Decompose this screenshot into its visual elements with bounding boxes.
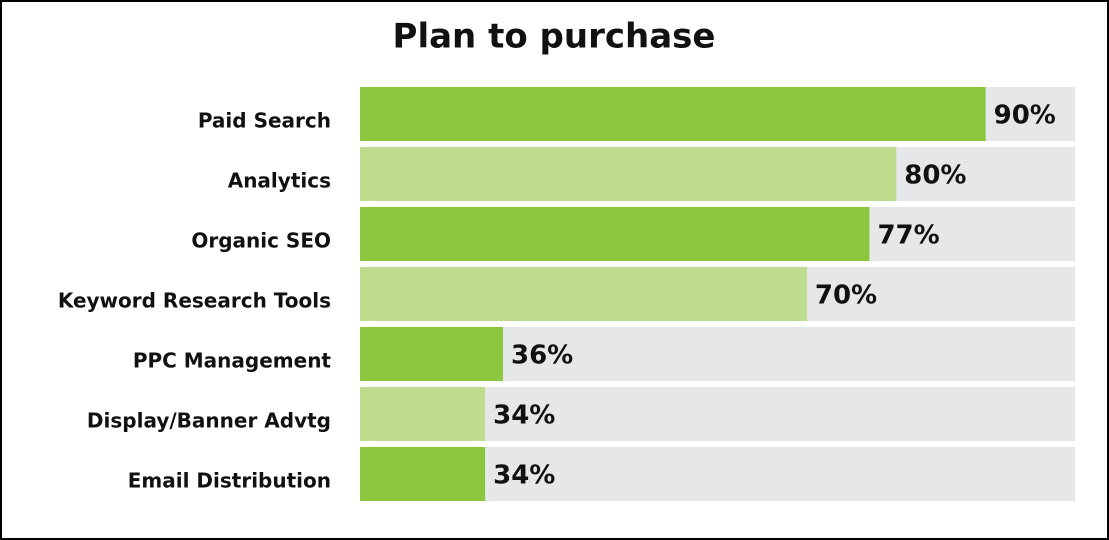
y-tick-label: Organic SEO (191, 229, 331, 253)
bar (360, 327, 503, 381)
bar (360, 87, 986, 141)
value-label: 80% (904, 161, 966, 191)
bar (360, 447, 486, 501)
value-label: 36% (511, 341, 573, 371)
value-label: 90% (994, 101, 1056, 131)
value-label: 34% (493, 461, 555, 491)
value-label: 70% (815, 281, 877, 311)
y-tick-label: Keyword Research Tools (58, 289, 331, 313)
y-tick-label: PPC Management (133, 349, 332, 373)
y-tick-label: Display/Banner Advtg (87, 409, 331, 433)
value-label: 34% (493, 401, 555, 431)
y-tick-label: Email Distribution (128, 469, 331, 493)
y-tick-label: Paid Search (198, 109, 331, 133)
chart-title: Plan to purchase (393, 17, 716, 57)
bar (360, 387, 486, 441)
bar (360, 267, 807, 321)
value-label: 77% (877, 221, 939, 251)
bar (360, 147, 897, 201)
bar (360, 207, 870, 261)
y-tick-label: Analytics (228, 169, 331, 193)
